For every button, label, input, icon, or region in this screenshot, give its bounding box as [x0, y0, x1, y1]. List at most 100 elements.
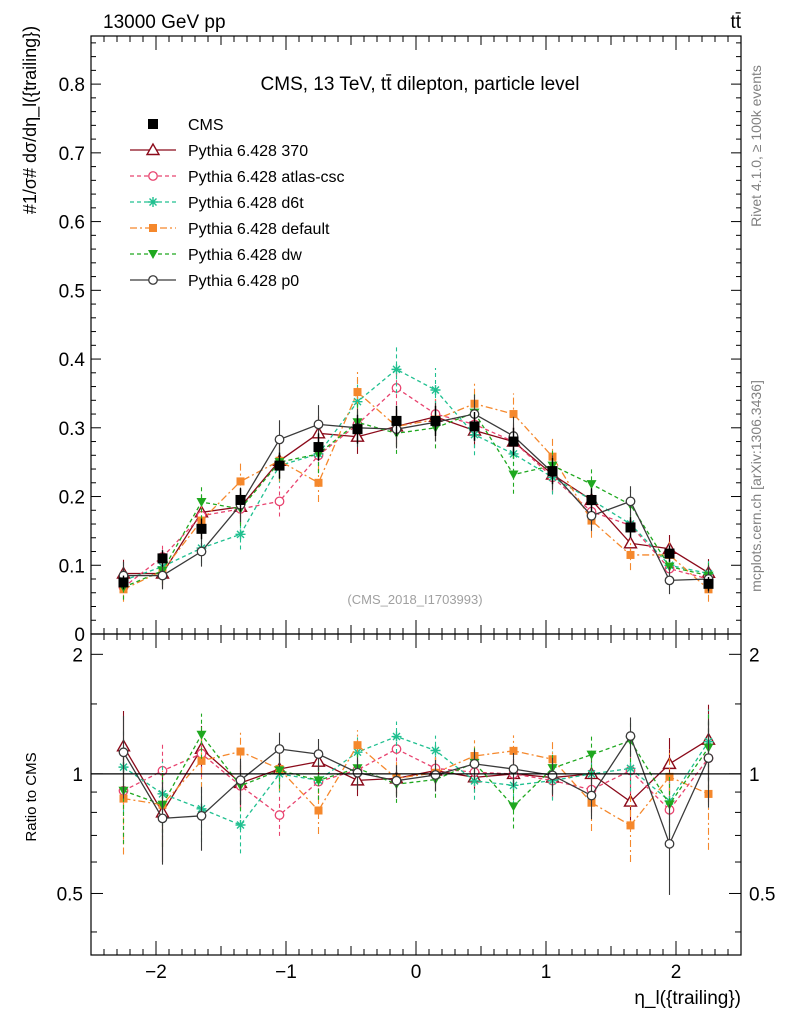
series-point	[196, 498, 207, 508]
ratio-series-group	[118, 723, 714, 847]
series-point	[625, 496, 636, 507]
y-tick-label: 0.2	[59, 488, 85, 509]
series-point	[586, 480, 597, 490]
series-line	[123, 387, 709, 588]
ratio-point	[508, 764, 519, 774]
series-line	[123, 411, 709, 588]
series-group	[116, 399, 716, 589]
data-point	[196, 523, 207, 534]
series-point	[236, 477, 245, 486]
series-point	[626, 550, 635, 559]
ratio-tick-label-right: 2	[749, 645, 760, 666]
ratio-point	[391, 731, 402, 742]
data-point	[469, 421, 480, 432]
ratio-point	[586, 790, 597, 801]
ratio-point	[313, 749, 324, 760]
series-point	[586, 510, 597, 521]
ratio-series-line	[122, 734, 710, 846]
ratio-series-line	[123, 733, 710, 808]
series-point	[509, 410, 518, 419]
y-tick-label: 0.7	[59, 144, 85, 165]
series-point	[664, 575, 675, 586]
x-tick-label: 0	[411, 962, 422, 983]
data-point	[703, 578, 714, 589]
ratio-point	[197, 756, 206, 765]
series-line	[123, 413, 709, 582]
x-tick-label: −1	[275, 962, 297, 983]
data-point	[352, 424, 363, 435]
series-point	[314, 478, 323, 487]
ratio-point	[547, 770, 558, 781]
rivet-version-label: Rivet 4.1.0, ≥ 100k events	[748, 65, 764, 227]
ratio-point	[469, 775, 480, 786]
data-point	[625, 522, 636, 533]
legend-marker	[148, 275, 158, 285]
ratio-point	[274, 744, 285, 754]
ratio-point	[353, 741, 362, 750]
data-point	[547, 466, 558, 477]
ratio-point	[196, 730, 207, 740]
series-line	[123, 368, 709, 581]
ratio-point	[235, 775, 246, 786]
series-point	[274, 496, 285, 507]
y-axis-label: #1/σ# dσ/dη_l({trailing})	[20, 26, 41, 214]
ratio-point	[469, 759, 480, 769]
ratio-point	[703, 753, 714, 763]
x-axis-label: η_l({trailing})	[634, 988, 741, 1009]
ratio-point	[274, 810, 285, 820]
legend-label-cms: CMS	[188, 117, 224, 134]
series-point	[623, 535, 638, 549]
series-group	[118, 345, 714, 593]
ratio-point	[664, 838, 675, 849]
ratio-point	[430, 745, 441, 756]
ratio-point	[391, 775, 402, 786]
legend-marker-cms	[148, 119, 158, 129]
ratio-point	[118, 747, 129, 758]
ratio-point	[430, 770, 441, 780]
ratio-series-line	[123, 735, 710, 826]
ratio-point	[352, 747, 363, 758]
series-point	[196, 546, 207, 557]
series-point	[352, 396, 363, 407]
data-point	[508, 436, 519, 447]
y-tick-label: 0.3	[59, 419, 85, 440]
series-line	[123, 390, 709, 590]
analysis-watermark: (CMS_2018_I1703993)	[347, 592, 482, 607]
legend-marker	[149, 224, 157, 232]
legend-label: Pythia 6.428 default	[188, 221, 330, 238]
data-point	[235, 494, 246, 505]
ratio-point	[235, 820, 246, 831]
data-point	[157, 553, 168, 564]
data-point	[118, 577, 129, 588]
y-tick-label: 0.6	[59, 213, 85, 234]
series-group	[118, 370, 714, 600]
legend-label: Pythia 6.428 atlas-csc	[188, 169, 345, 186]
ratio-point	[508, 802, 519, 812]
legend-marker	[145, 142, 161, 156]
ratio-tick-label: 2	[72, 645, 83, 666]
data-point	[313, 442, 324, 453]
legend: CMS Pythia 6.428 370 Pythia 6.428 atlas-cs…	[130, 117, 345, 290]
ratio-point	[625, 763, 636, 774]
header-process: 13000 GeV pp	[103, 12, 226, 33]
series-point	[274, 434, 285, 445]
ratio-point	[313, 776, 324, 786]
legend-marker	[148, 171, 158, 181]
y-tick-label: 0.1	[59, 556, 85, 577]
x-tick-label: 1	[541, 962, 552, 983]
series-point	[235, 529, 246, 540]
legend-label: Pythia 6.428 370	[188, 143, 308, 160]
ratio-axis-label: Ratio to CMS	[23, 752, 40, 841]
ratio-point	[352, 767, 363, 778]
series-point	[157, 570, 168, 581]
ratio-series-group	[118, 713, 714, 848]
ratio-point	[509, 746, 518, 755]
ratio-tick-label: 1	[72, 765, 83, 786]
ratio-series-group	[116, 704, 716, 863]
legend-label: Pythia 6.428 p0	[188, 273, 299, 290]
ratio-tick-label-right: 1	[749, 765, 760, 786]
data-point	[664, 548, 675, 559]
y-tick-label: 0.4	[59, 350, 86, 371]
ratio-point	[157, 813, 168, 824]
ratio-series-line	[122, 739, 709, 814]
